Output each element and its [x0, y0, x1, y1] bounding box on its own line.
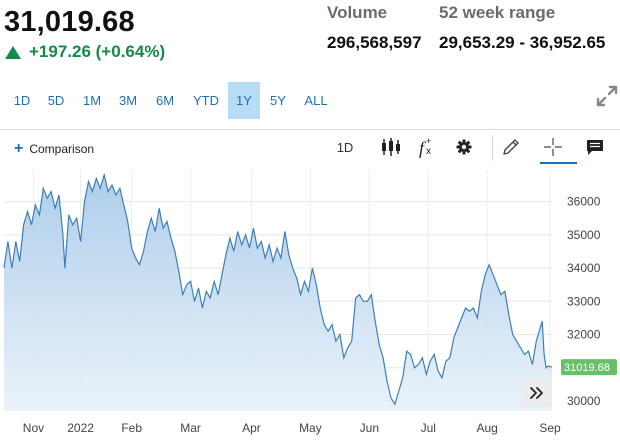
x-tick-label: 2022 — [67, 421, 94, 435]
range-tab-5d[interactable]: 5D — [47, 93, 65, 108]
y-tick-label: 33000 — [567, 294, 601, 308]
volume-label: Volume — [327, 3, 388, 22]
comparison-button[interactable]: + Comparison — [14, 140, 95, 157]
interval-button[interactable]: 1D — [333, 135, 357, 159]
x-tick-label: Jul — [421, 421, 436, 435]
last-price-tag: 31019.68 — [561, 359, 617, 376]
last-price: 31,019.68 — [4, 6, 135, 38]
y-tick-label: 30000 — [567, 394, 601, 408]
x-tick-label: Jun — [360, 421, 379, 435]
active-tool-indicator — [540, 162, 577, 164]
comments-button[interactable] — [584, 135, 606, 159]
range-tab-ytd[interactable]: YTD — [193, 93, 219, 108]
x-tick-label: Sep — [539, 421, 561, 435]
candlestick-icon — [382, 138, 400, 156]
up-arrow-icon — [5, 45, 21, 59]
svg-text:+: + — [426, 136, 431, 146]
toolbar-divider — [0, 129, 620, 130]
week-range-label: 52 week range — [439, 3, 556, 22]
x-tick-label: Nov — [23, 421, 44, 435]
svg-text:f: f — [419, 138, 427, 158]
range-tab-6m[interactable]: 6M — [155, 93, 175, 108]
range-tab-3m[interactable]: 3M — [118, 93, 138, 108]
double-chevron-right-icon — [529, 386, 543, 399]
y-tick-label: 35000 — [567, 228, 601, 242]
indicator-button[interactable]: f x + — [416, 135, 438, 159]
x-tick-label: May — [299, 421, 322, 435]
expand-icon[interactable] — [594, 84, 620, 108]
range-tab-all[interactable]: ALL — [304, 93, 328, 108]
change-value: +197.26 (+0.64%) — [29, 42, 166, 61]
price-area — [4, 175, 552, 411]
range-tab-1y[interactable]: 1Y — [228, 82, 260, 119]
range-tab-1d[interactable]: 1D — [13, 93, 31, 108]
x-tick-label: Feb — [121, 421, 142, 435]
range-tab-5y[interactable]: 5Y — [270, 93, 286, 108]
x-tick-label: Apr — [242, 421, 261, 435]
pencil-icon — [503, 139, 519, 155]
volume-value: 296,568,597 — [327, 33, 422, 52]
comment-icon — [587, 140, 603, 155]
week-range-value: 29,653.29 - 36,952.65 — [439, 33, 606, 52]
plus-icon: + — [14, 140, 24, 157]
price-line — [3, 172, 553, 406]
settings-button[interactable] — [453, 135, 475, 159]
y-tick-label: 32000 — [567, 328, 601, 342]
y-tick-label: 36000 — [567, 195, 601, 209]
x-tick-label: Mar — [180, 421, 201, 435]
draw-button[interactable] — [500, 135, 522, 159]
scroll-right-button[interactable] — [521, 378, 552, 407]
gear-icon — [456, 139, 472, 155]
x-tick-label: Aug — [477, 421, 498, 435]
price-change: +197.26 (+0.64%) — [5, 42, 165, 62]
crosshair-button[interactable] — [542, 135, 564, 159]
price-chart[interactable]: 30000310003200033000340003500036000 Nov2… — [0, 170, 620, 441]
function-icon: f x + — [419, 136, 431, 158]
range-tab-1m[interactable]: 1M — [82, 93, 102, 108]
comparison-label: Comparison — [29, 142, 95, 156]
interval-label: 1D — [336, 139, 354, 155]
toolbar-separator — [492, 135, 493, 161]
last-price-tag-label: 31019.68 — [564, 362, 610, 374]
svg-text:x: x — [426, 146, 431, 157]
crosshair-icon — [544, 138, 562, 156]
y-tick-label: 34000 — [567, 261, 601, 275]
candlestick-button[interactable] — [380, 135, 404, 159]
